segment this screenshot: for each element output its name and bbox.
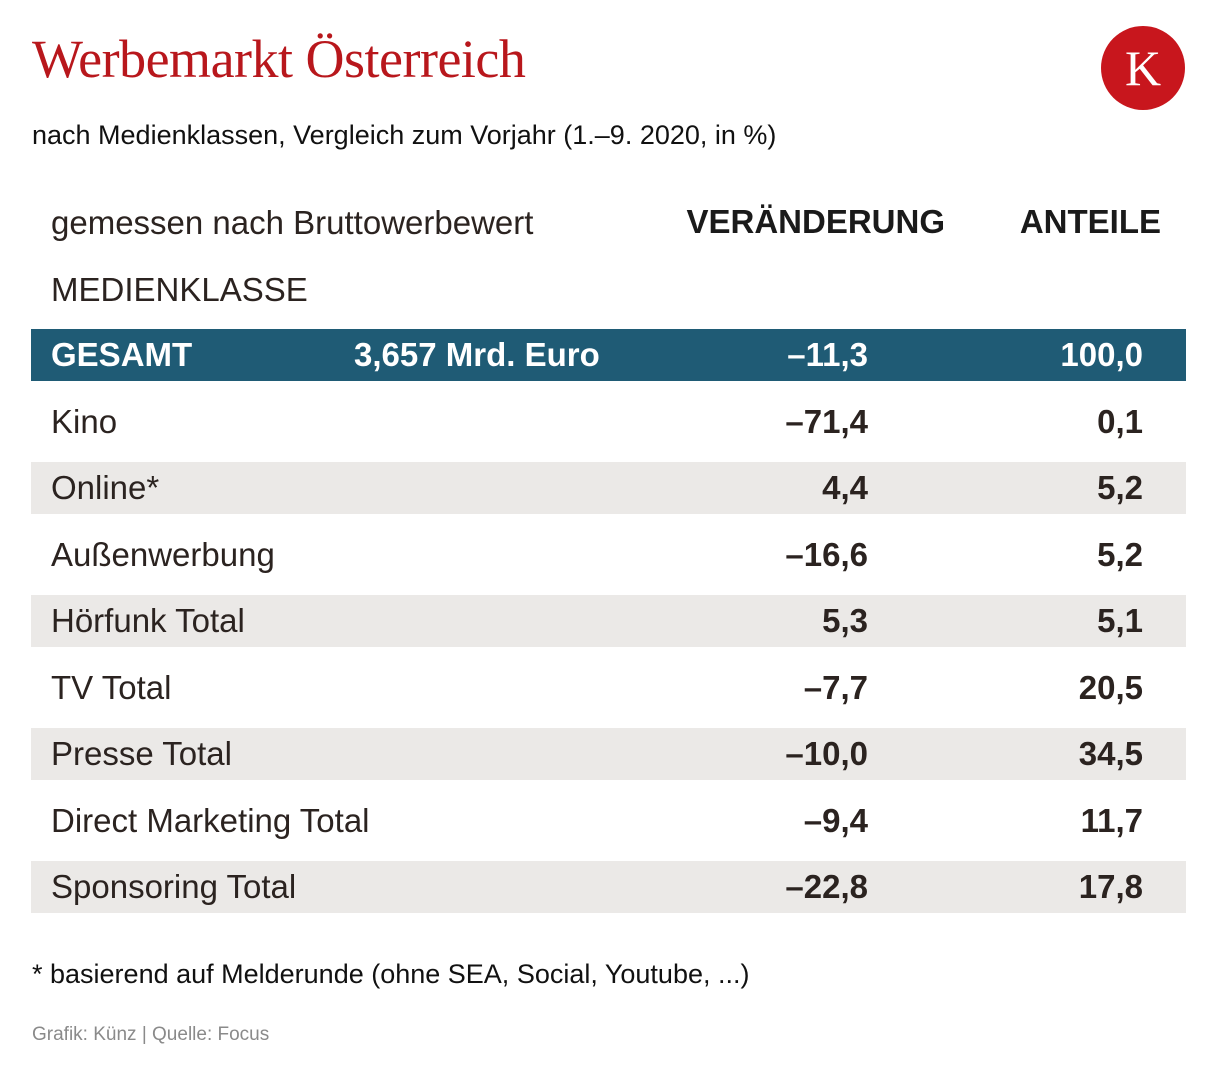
row-label: Presse Total bbox=[51, 735, 232, 772]
share-value: 5,1 bbox=[1097, 602, 1143, 639]
share-value: 100,0 bbox=[1060, 336, 1143, 373]
share-value: 5,2 bbox=[1097, 535, 1143, 573]
share-value: 11,7 bbox=[1080, 801, 1143, 839]
total-amount: 3,657 Mrd. Euro bbox=[354, 336, 600, 373]
row-label: TV Total bbox=[51, 668, 172, 706]
footnote: * basierend auf Melderunde (ohne SEA, So… bbox=[32, 959, 750, 989]
table-row: Direct Marketing Total –9,4 11,7 bbox=[31, 795, 1186, 847]
row-label: Online* bbox=[51, 469, 160, 506]
column-header-class: MEDIENKLASSE bbox=[51, 271, 308, 308]
row-label: Sponsoring Total bbox=[51, 868, 297, 905]
row-label: Kino bbox=[51, 402, 118, 440]
column-header-share: ANTEILE bbox=[1019, 203, 1161, 240]
table-row: Hörfunk Total 5,3 5,1 bbox=[31, 595, 1186, 647]
data-table: GESAMT 3,657 Mrd. Euro –11,3 100,0 Kino … bbox=[31, 329, 1186, 928]
share-value: 17,8 bbox=[1078, 868, 1143, 905]
change-value: –9,4 bbox=[803, 801, 868, 839]
change-value: –11,3 bbox=[787, 336, 868, 373]
share-value: 20,5 bbox=[1078, 668, 1143, 706]
table-row-total: GESAMT 3,657 Mrd. Euro –11,3 100,0 bbox=[31, 329, 1186, 381]
table-row: Sponsoring Total –22,8 17,8 bbox=[31, 861, 1186, 913]
chart-subtitle: nach Medienklassen, Vergleich zum Vorjah… bbox=[32, 120, 777, 150]
chart-title: Werbemarkt Österreich bbox=[32, 29, 526, 89]
change-value: –10,0 bbox=[785, 735, 868, 772]
table-row: Online* 4,4 5,2 bbox=[31, 462, 1186, 514]
change-value: 4,4 bbox=[822, 469, 868, 506]
publisher-logo: K bbox=[1101, 26, 1185, 110]
table-row: Presse Total –10,0 34,5 bbox=[31, 728, 1186, 780]
table-row: Kino –71,4 0,1 bbox=[31, 396, 1186, 448]
share-value: 5,2 bbox=[1097, 469, 1143, 506]
change-value: –16,6 bbox=[785, 535, 868, 573]
share-value: 0,1 bbox=[1097, 402, 1143, 440]
measure-note: gemessen nach Bruttowerbewert bbox=[51, 204, 534, 241]
change-value: –7,7 bbox=[803, 668, 868, 706]
column-header-change: VERÄNDERUNG bbox=[686, 203, 945, 240]
row-label: Direct Marketing Total bbox=[51, 801, 370, 839]
change-value: –22,8 bbox=[785, 868, 868, 905]
row-label: Hörfunk Total bbox=[51, 602, 245, 639]
row-label: GESAMT bbox=[51, 336, 193, 373]
table-row: Außenwerbung –16,6 5,2 bbox=[31, 529, 1186, 581]
source-credit: Grafik: Künz | Quelle: Focus bbox=[32, 1024, 270, 1045]
change-value: –71,4 bbox=[785, 402, 868, 440]
table-row: TV Total –7,7 20,5 bbox=[31, 662, 1186, 714]
change-value: 5,3 bbox=[822, 602, 868, 639]
row-label: Außenwerbung bbox=[51, 535, 275, 573]
share-value: 34,5 bbox=[1078, 735, 1143, 772]
